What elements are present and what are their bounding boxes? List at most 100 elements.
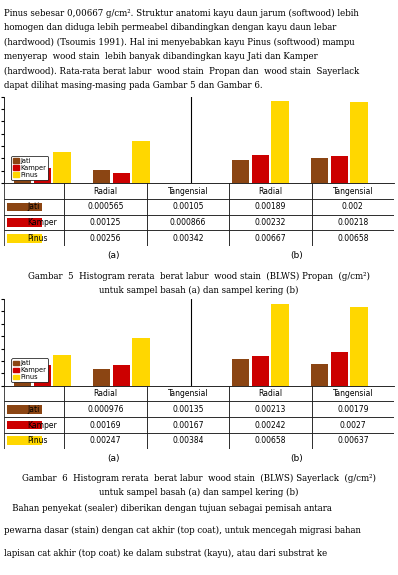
Bar — [252, 155, 269, 183]
Text: untuk sampel basah (a) dan sampel kering (b): untuk sampel basah (a) dan sampel kering… — [99, 286, 299, 295]
Bar — [147, 386, 229, 401]
Bar — [53, 152, 71, 183]
Bar — [4, 199, 64, 214]
Text: untuk sampel basah (a) dan sampel kering (b): untuk sampel basah (a) dan sampel kering… — [99, 488, 299, 497]
Bar — [331, 352, 348, 386]
Bar — [312, 214, 394, 231]
Bar — [132, 338, 150, 386]
Text: Radial: Radial — [94, 187, 118, 196]
Text: 0.00247: 0.00247 — [90, 436, 121, 445]
Text: 0.00105: 0.00105 — [172, 202, 204, 212]
Bar — [147, 199, 229, 214]
Text: 0.00242: 0.00242 — [255, 420, 286, 430]
Bar — [4, 183, 64, 199]
Text: Tangensial: Tangensial — [332, 389, 373, 398]
Bar — [312, 231, 394, 246]
Text: 0.00135: 0.00135 — [172, 405, 204, 414]
Bar — [4, 433, 64, 449]
Bar — [14, 374, 31, 386]
Bar — [252, 356, 269, 386]
Bar — [271, 304, 289, 386]
Bar — [34, 168, 51, 183]
Text: Jati: Jati — [27, 405, 39, 414]
Bar — [229, 199, 312, 214]
Text: 0.00667: 0.00667 — [255, 233, 286, 243]
Text: 0.00169: 0.00169 — [90, 420, 121, 430]
Bar — [4, 386, 64, 401]
Bar — [229, 183, 312, 199]
Bar — [312, 417, 394, 433]
Text: 0.000565: 0.000565 — [88, 202, 124, 212]
Text: Tangensial: Tangensial — [168, 389, 208, 398]
Bar — [229, 386, 312, 401]
Bar — [229, 214, 312, 231]
Bar — [147, 231, 229, 246]
Text: Pinus: Pinus — [27, 233, 47, 243]
Bar — [229, 433, 312, 449]
Text: Pinus: Pinus — [27, 436, 47, 445]
Text: Radial: Radial — [258, 187, 283, 196]
Text: 0.00384: 0.00384 — [172, 436, 204, 445]
Text: Kamper: Kamper — [27, 218, 57, 227]
Text: menyerap  wood stain  lebih banyak dibandingkan kayu Jati dan Kamper: menyerap wood stain lebih banyak dibandi… — [4, 52, 318, 62]
Bar — [7, 421, 42, 430]
Bar — [14, 177, 31, 183]
Text: (a): (a) — [107, 251, 119, 260]
Bar — [350, 307, 368, 386]
Text: 0.00125: 0.00125 — [90, 218, 121, 227]
Bar — [147, 401, 229, 417]
Text: 0.00218: 0.00218 — [337, 218, 369, 227]
Bar — [93, 170, 110, 183]
Text: (hardwood) (Tsoumis 1991). Hal ini menyebabkan kayu Pinus (softwood) mampu: (hardwood) (Tsoumis 1991). Hal ini menye… — [4, 37, 355, 47]
Bar — [232, 160, 249, 183]
Text: dapat dilihat masing-masing pada Gambar 5 dan Gambar 6.: dapat dilihat masing-masing pada Gambar … — [4, 82, 263, 90]
Text: (a): (a) — [107, 454, 119, 463]
Bar — [232, 359, 249, 386]
Bar — [229, 231, 312, 246]
Bar — [311, 363, 328, 386]
Bar — [64, 401, 147, 417]
Text: 0.002: 0.002 — [342, 202, 364, 212]
Text: Gambar  5  Histogram rerata  berat labur  wood stain  (BLWS) Propan  (g/cm²): Gambar 5 Histogram rerata berat labur wo… — [28, 271, 370, 281]
Bar — [312, 386, 394, 401]
Bar — [350, 102, 368, 183]
Bar — [229, 417, 312, 433]
Bar — [7, 218, 42, 227]
Text: pewarna dasar (stain) dengan cat akhir (top coat), untuk mencegah migrasi bahan: pewarna dasar (stain) dengan cat akhir (… — [4, 526, 361, 535]
Bar — [4, 231, 64, 246]
Bar — [312, 183, 394, 199]
Bar — [147, 417, 229, 433]
Text: Bahan penyekat (sealer) diberikan dengan tujuan sebagai pemisah antara: Bahan penyekat (sealer) diberikan dengan… — [4, 504, 332, 513]
Text: Tangensial: Tangensial — [332, 187, 373, 196]
Legend: Jati, Kamper, Pinus: Jati, Kamper, Pinus — [11, 156, 49, 180]
Text: 0.000866: 0.000866 — [170, 218, 206, 227]
Bar — [64, 231, 147, 246]
Text: Radial: Radial — [258, 389, 283, 398]
Bar — [64, 417, 147, 433]
Text: 0.00658: 0.00658 — [337, 233, 369, 243]
Bar — [311, 159, 328, 183]
Text: (b): (b) — [290, 454, 303, 463]
Bar — [53, 355, 71, 386]
Bar — [229, 401, 312, 417]
Text: Gambar  6  Histogram rerata  berat labur  wood stain  (BLWS) Sayerlack  (g/cm²): Gambar 6 Histogram rerata berat labur wo… — [22, 474, 376, 483]
Text: 0.000976: 0.000976 — [88, 405, 124, 414]
Bar — [312, 433, 394, 449]
Text: Jati: Jati — [27, 202, 39, 212]
Bar — [7, 405, 42, 413]
Bar — [7, 436, 42, 445]
Bar — [113, 172, 130, 183]
Text: 0.00342: 0.00342 — [172, 233, 204, 243]
Bar — [147, 183, 229, 199]
Text: 0.00658: 0.00658 — [255, 436, 286, 445]
Bar — [312, 199, 394, 214]
Bar — [7, 234, 42, 243]
Text: 0.00256: 0.00256 — [90, 233, 121, 243]
Text: (b): (b) — [290, 251, 303, 260]
Bar — [64, 386, 147, 401]
Text: homogen dan diduga lebih permeabel dibandingkan dengan kayu daun lebar: homogen dan diduga lebih permeabel diban… — [4, 23, 336, 32]
Text: Radial: Radial — [94, 389, 118, 398]
Bar — [271, 101, 289, 183]
Bar — [64, 199, 147, 214]
Bar — [93, 369, 110, 386]
